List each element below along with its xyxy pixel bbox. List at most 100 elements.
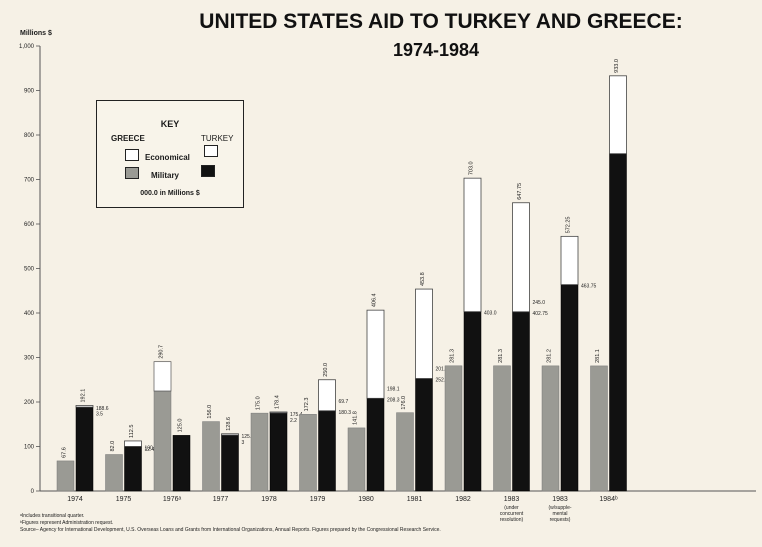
turkey-economic-label: 201.0: [436, 367, 449, 373]
x-tick-sublabel: mental: [552, 511, 567, 517]
turkey-military-bar: [512, 311, 530, 492]
turkey-economic-bar: [318, 379, 336, 412]
turkey-military-bar: [75, 406, 94, 492]
turkey-total-label: 112.5: [129, 425, 135, 438]
footnote-b: ᵇFigures represent Administration reques…: [20, 520, 114, 526]
greece-total-label: 290.7: [159, 345, 165, 359]
legend-greece-military-swatch: [125, 167, 139, 179]
greece-total-label: 281.1: [595, 349, 601, 363]
turkey-military-label: 402.75: [533, 311, 549, 317]
greece-total-label: 172.3: [304, 398, 310, 412]
turkey-economic-label: 69.7: [339, 399, 349, 405]
x-tick-label: 1975: [116, 496, 132, 503]
turkey-economic-label: 12.4: [145, 447, 155, 453]
turkey-economic-bar: [512, 202, 530, 313]
x-tick-label: 1974: [67, 496, 83, 503]
legend-greece-label: GREECE: [111, 134, 145, 143]
legend-unit-note: 000.0 in Millions $: [140, 190, 200, 197]
turkey-total-label: 647.75: [517, 183, 523, 200]
turkey-military-label: 252.8: [436, 378, 449, 384]
x-tick-label: 1977: [213, 496, 229, 503]
turkey-total-label: 128.6: [226, 417, 232, 431]
footnotes: ᵃIncludes transitional quarter. ᵇFigures…: [20, 513, 750, 534]
turkey-economic-label: 3: [242, 440, 245, 446]
turkey-military-bar: [366, 398, 385, 492]
y-axis-label: Millions $: [20, 30, 52, 37]
turkey-military-label: 403.0: [484, 311, 497, 317]
greece-economic-bar: [153, 361, 172, 392]
footnote-a: ᵃIncludes transitional quarter.: [20, 513, 85, 519]
turkey-economic-bar: [269, 411, 288, 414]
x-tick-sublabel: concurrent: [500, 511, 524, 517]
turkey-economic-bar: [221, 433, 239, 436]
turkey-total-label: 250.0: [323, 363, 329, 377]
chart-subtitle: 1974-1984: [392, 40, 480, 60]
greece-total-label: 281.2: [547, 349, 553, 363]
greece-total-label: 141.8: [353, 411, 359, 425]
turkey-military-bar: [318, 410, 336, 492]
legend-greece-economic-swatch: [125, 149, 139, 161]
turkey-total-label: 178.4: [275, 395, 281, 409]
legend-box: KEY GREECE TURKEY Economical Military 00…: [96, 100, 244, 208]
chart-title: UNITED STATES AID TO TURKEY AND GREECE:: [199, 10, 683, 33]
legend-economic-label: Economical: [145, 153, 190, 162]
turkey-economic-bar: [75, 405, 94, 408]
greece-total-label: 175.0: [256, 396, 262, 410]
turkey-economic-bar: [560, 235, 579, 286]
turkey-economic-bar: [124, 440, 142, 447]
y-tick-label: 300: [24, 356, 35, 362]
turkey-total-label: 933.0: [614, 59, 620, 73]
greece-military-bar: [105, 454, 123, 492]
x-tick-sublabel: (w/supple-: [548, 505, 571, 511]
turkey-total-label: 406.4: [372, 293, 378, 307]
greece-military-bar: [541, 365, 560, 492]
x-tick-label: 1978: [261, 496, 277, 503]
turkey-economic-label: 245.0: [533, 300, 546, 306]
turkey-military-label: 180.3: [339, 410, 352, 416]
turkey-economic-bar: [366, 309, 385, 399]
turkey-military-bar: [172, 435, 191, 492]
greece-military-bar: [590, 365, 608, 492]
turkey-total-label: 572.25: [566, 217, 572, 234]
source-note: Source– Agency for International Develop…: [20, 527, 441, 533]
turkey-military-bar: [609, 153, 627, 492]
turkey-military-bar: [124, 446, 142, 492]
legend-military-label: Military: [151, 171, 180, 180]
turkey-military-label: 188.6: [96, 406, 109, 412]
y-tick-label: 500: [24, 267, 35, 273]
greece-military-bar: [56, 460, 75, 492]
turkey-economic-bar: [415, 288, 433, 379]
turkey-total-label: 703.0: [469, 161, 475, 175]
y-tick-label: 600: [24, 222, 35, 228]
x-tick-label: 1984ᵇ: [599, 496, 618, 503]
greece-military-bar: [250, 412, 269, 492]
x-tick-label: 1983: [552, 496, 568, 503]
x-tick-sublabel: resolution): [500, 517, 524, 523]
turkey-military-bar: [415, 378, 433, 492]
turkey-total-label: 453.8: [420, 272, 426, 286]
greece-military-bar: [202, 421, 220, 492]
y-tick-label: 900: [24, 89, 35, 95]
greece-total-label: 281.3: [450, 349, 456, 363]
legend-key-title: KEY: [160, 119, 180, 129]
y-tick-label: 700: [24, 178, 35, 184]
greece-military-bar: [444, 365, 463, 492]
greece-total-label: 82.0: [110, 441, 116, 452]
turkey-economic-bar: [609, 75, 627, 155]
turkey-total-label: 125.0: [178, 419, 184, 433]
greece-military-bar: [153, 390, 172, 492]
turkey-military-label: 175.4: [290, 412, 303, 418]
x-tick-label: 1979: [310, 496, 326, 503]
x-tick-label: 1976ᵃ: [163, 496, 182, 503]
turkey-military-bar: [463, 311, 482, 492]
greece-military-bar: [347, 427, 366, 492]
y-tick-label: 200: [24, 400, 35, 406]
greece-total-label: 176.0: [401, 396, 407, 410]
turkey-military-bar: [560, 284, 579, 492]
y-tick-label: 800: [24, 133, 35, 139]
x-tick-label: 1982: [455, 496, 471, 503]
y-tick-label: 100: [24, 445, 35, 451]
x-tick-label: 1981: [407, 496, 423, 503]
y-tick-label: 0: [31, 489, 35, 495]
greece-military-bar: [396, 412, 414, 492]
